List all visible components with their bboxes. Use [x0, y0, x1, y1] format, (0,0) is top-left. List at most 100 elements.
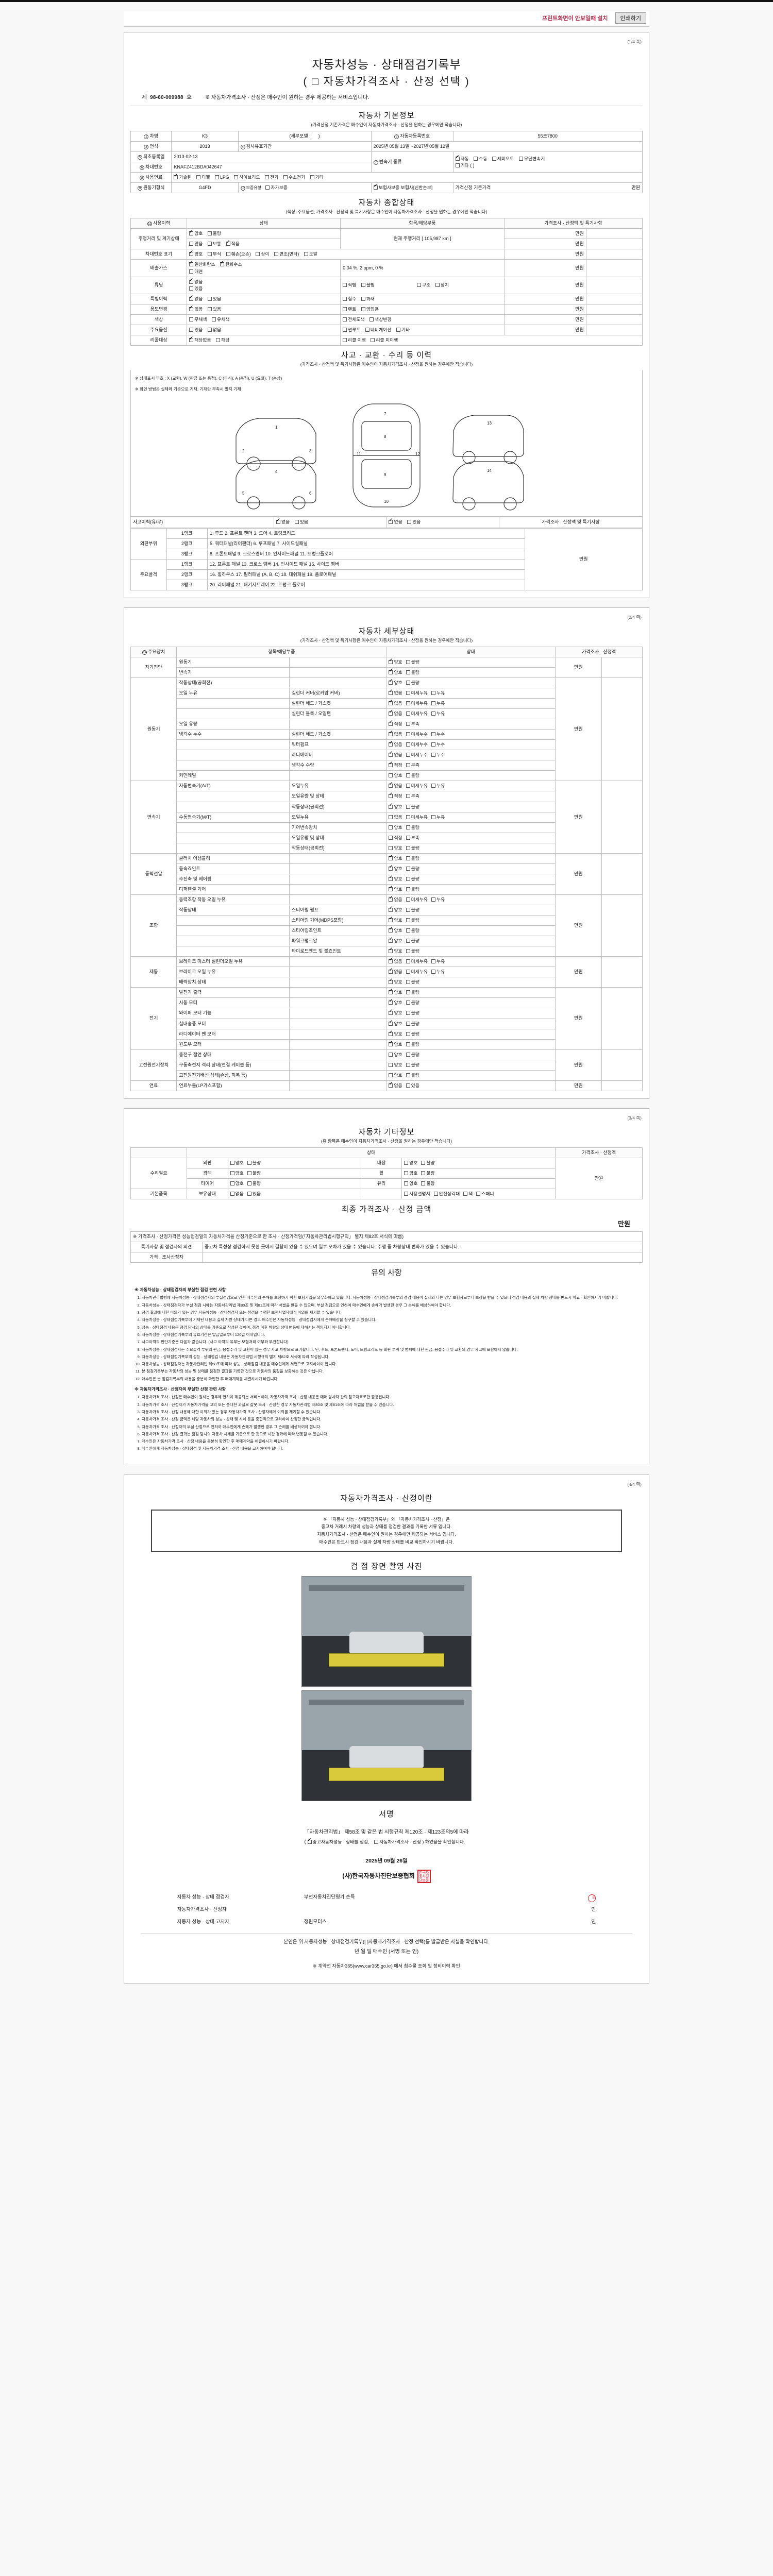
checkbox-2-5-0[interactable]: 적정	[389, 835, 402, 841]
checkbox-options-sunroof[interactable]: 썬루프	[343, 327, 360, 333]
cell-etc-c1-opts-1-opt-0[interactable]: 양호	[230, 1170, 244, 1177]
checkbox-tuning-legal[interactable]: 적법	[343, 282, 356, 289]
cell-etc-c2-opts-0-opt-1[interactable]: 불량	[421, 1160, 435, 1166]
checkbox-trans-0[interactable]: 자동	[455, 155, 469, 162]
checkbox-5-2-1[interactable]: 불량	[406, 979, 419, 986]
checkbox-usage-rent[interactable]: 렌트	[343, 306, 356, 313]
checkbox-special-yes[interactable]: 있음	[207, 296, 221, 302]
checkbox-1-4-0[interactable]: 적정	[389, 720, 402, 727]
checkbox-1-8-0[interactable]: 적정	[389, 761, 402, 769]
checkbox-4-0-0[interactable]: 없음	[389, 895, 402, 903]
checkbox-fuel-6[interactable]: 기타	[310, 174, 324, 181]
checkbox-7-0-0[interactable]: 양호	[389, 1052, 402, 1058]
cell-etc-c1-opts-2-opt-1[interactable]: 불량	[247, 1180, 261, 1187]
checkbox-vin-erased[interactable]: 도말	[304, 251, 317, 258]
checkbox-2-3-2[interactable]: 누유	[431, 814, 445, 821]
checkbox-special-fire[interactable]: 화재	[361, 296, 375, 302]
checkbox-recall-applicable[interactable]: 해당	[216, 337, 229, 344]
checkbox-vin-altered[interactable]: 변조(변타)	[274, 251, 299, 258]
checkbox-6-0-1[interactable]: 불량	[406, 989, 419, 996]
checkbox-4-1-0[interactable]: 양호	[389, 906, 402, 913]
checkbox-trans-4[interactable]: 기타 ( )	[455, 162, 475, 169]
cell-etc-c2-opts-2-opt-0[interactable]: 양호	[404, 1180, 417, 1187]
checkbox-4-3-0[interactable]: 양호	[389, 926, 402, 934]
checkbox-1-3-2[interactable]: 누유	[431, 710, 445, 717]
checkbox-simple-none[interactable]: 없음	[389, 518, 402, 526]
checkbox-color-changed[interactable]: 색상변경	[369, 316, 391, 323]
checkbox-1-3-0[interactable]: 없음	[389, 709, 402, 717]
checkbox-2-1-0[interactable]: 적정	[389, 792, 402, 800]
checkbox-7-1-1[interactable]: 불량	[406, 1062, 419, 1069]
checkbox-fuel-1[interactable]: 디젤	[196, 174, 210, 181]
checkbox-1-8-1[interactable]: 부족	[406, 762, 419, 769]
checkbox-trans-2[interactable]: 세미오토	[492, 156, 514, 162]
checkbox-vin-damage[interactable]: 훼손(오손)	[226, 251, 251, 258]
checkbox-special-none[interactable]: 없음	[189, 295, 203, 302]
cell-etc-c2-opts-2-opt-1[interactable]: 불량	[421, 1180, 435, 1187]
checkbox-1-7-0[interactable]: 없음	[389, 751, 402, 758]
checkbox-5-1-0[interactable]: 없음	[389, 968, 402, 975]
cell-etc-c1-opts-3-opt-0[interactable]: 없음	[230, 1191, 244, 1197]
checkbox-6-1-0[interactable]: 양호	[389, 998, 402, 1006]
cell-etc-c2-opts-3-opt-0[interactable]: 사용설명서	[404, 1191, 430, 1197]
checkbox-1-5-2[interactable]: 누수	[431, 731, 445, 738]
checkbox-fuel-3[interactable]: 하이브리드	[234, 174, 260, 181]
checkbox-4-4-1[interactable]: 불량	[406, 938, 419, 944]
checkbox-2-5-1[interactable]: 부족	[406, 835, 419, 841]
cell-etc-c1-opts-3-opt-1[interactable]: 있음	[247, 1191, 261, 1197]
checkbox-vin-corrosion[interactable]: 부식	[207, 251, 221, 258]
checkbox-mileage-bad[interactable]: 불량	[207, 230, 221, 237]
checkbox-7-1-0[interactable]: 양호	[389, 1062, 402, 1069]
checkbox-4-0-2[interactable]: 누유	[431, 896, 445, 903]
checkbox-special-flood[interactable]: 침수	[343, 296, 356, 302]
cell-etc-c1-opts-0-opt-1[interactable]: 불량	[247, 1160, 261, 1166]
checkbox-accident-yes[interactable]: 있음	[294, 519, 308, 526]
checkbox-3-1-0[interactable]: 양호	[389, 865, 402, 872]
cell-etc-c2-opts-1-opt-0[interactable]: 양호	[404, 1170, 417, 1177]
checkbox-mileage-few[interactable]: 적음	[226, 240, 240, 247]
cell-etc-c1-opts-1-opt-1[interactable]: 불량	[247, 1170, 261, 1177]
checkbox-1-1-0[interactable]: 없음	[389, 689, 402, 697]
checkbox-6-1-1[interactable]: 불량	[406, 999, 419, 1006]
checkbox-5-2-0[interactable]: 양호	[389, 978, 402, 986]
checkbox-1-0-1[interactable]: 불량	[406, 680, 419, 686]
checkbox-6-3-1[interactable]: 불량	[406, 1021, 419, 1027]
checkbox-1-2-0[interactable]: 없음	[389, 699, 402, 707]
checkbox-7-2-0[interactable]: 양호	[389, 1072, 402, 1079]
checkbox-2-3-0[interactable]: 없음	[389, 814, 402, 821]
checkbox-1-9-0[interactable]: 양호	[389, 772, 402, 779]
checkbox-options-no[interactable]: 없음	[207, 327, 221, 333]
checkbox-4-5-0[interactable]: 양호	[389, 947, 402, 955]
checkbox-7-2-1[interactable]: 불량	[406, 1072, 419, 1079]
checkbox-mileage-normal[interactable]: 보통	[207, 241, 221, 247]
checkbox-6-3-0[interactable]: 양호	[389, 1020, 402, 1027]
checkbox-6-5-0[interactable]: 양호	[389, 1040, 402, 1048]
checkbox-2-6-0[interactable]: 양호	[389, 845, 402, 852]
checkbox-8-0-0[interactable]: 없음	[389, 1081, 402, 1089]
checkbox-3-3-0[interactable]: 양호	[389, 885, 402, 893]
checkbox-8-0-1[interactable]: 있음	[406, 1082, 419, 1089]
checkbox-sig-performance[interactable]: 중고자동차성능 · 상태를 점검,	[307, 1838, 369, 1846]
checkbox-options-other[interactable]: 기타	[396, 327, 410, 333]
checkbox-mileage-good[interactable]: 양호	[189, 229, 203, 237]
checkbox-4-1-1[interactable]: 불량	[406, 907, 419, 913]
checkbox-5-0-1[interactable]: 미세누유	[406, 958, 428, 965]
checkbox-color-full-paint[interactable]: 전체도색	[343, 316, 364, 323]
checkbox-1-5-0[interactable]: 없음	[389, 730, 402, 738]
checkbox-1-6-1[interactable]: 미세누수	[406, 741, 428, 748]
checkbox-2-2-0[interactable]: 양호	[389, 803, 402, 810]
checkbox-4-4-0[interactable]: 양호	[389, 937, 402, 944]
install-note-link[interactable]: 프린트화면이 안보일때 설치	[542, 15, 608, 22]
checkbox-1-1-2[interactable]: 누유	[431, 690, 445, 697]
checkbox-recall-pending[interactable]: 리콜 미이행	[371, 337, 398, 344]
checkbox-4-5-1[interactable]: 불량	[406, 948, 419, 955]
checkbox-2-0-2[interactable]: 누유	[431, 783, 445, 789]
checkbox-tuning-illegal[interactable]: 불법	[361, 282, 375, 289]
checkbox-accident-none[interactable]: 없음	[276, 518, 290, 526]
checkbox-usage-yes[interactable]: 있음	[207, 306, 221, 313]
checkbox-1-6-2[interactable]: 누수	[431, 741, 445, 748]
cell-etc-c2-opts-0-opt-0[interactable]: 양호	[404, 1160, 417, 1166]
cell-etc-c1-opts-2-opt-0[interactable]: 양호	[230, 1180, 244, 1187]
cell-etc-c2-opts-1-opt-1[interactable]: 불량	[421, 1170, 435, 1177]
checkbox-options-navigation[interactable]: 네비게이션	[365, 327, 391, 333]
